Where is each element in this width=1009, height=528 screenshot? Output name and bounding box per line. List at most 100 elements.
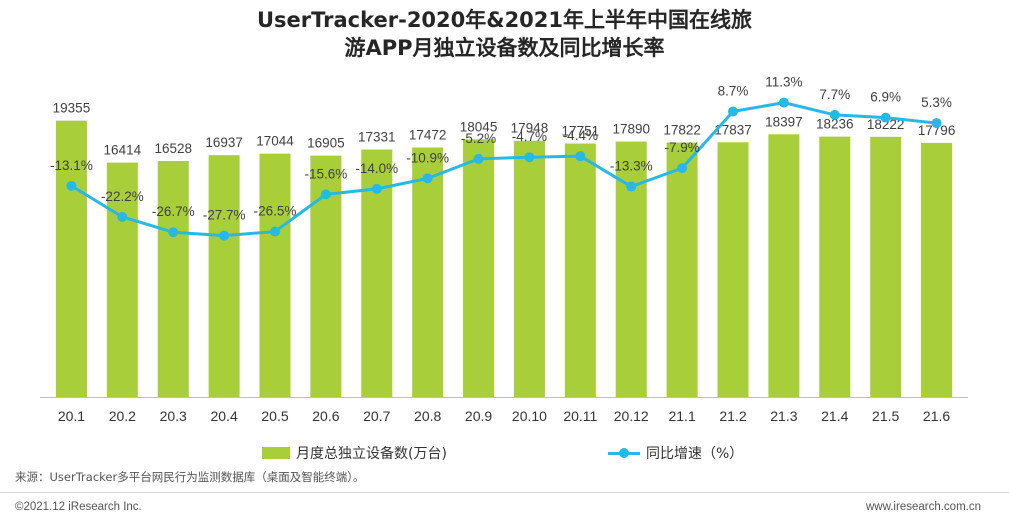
growth-value-label: -26.5% [254, 204, 297, 219]
growth-point-20.5[interactable] [270, 226, 280, 237]
x-tick-label: 20.10 [512, 408, 547, 424]
growth-value-label: -13.1% [50, 158, 93, 173]
x-tick-label: 21.1 [668, 408, 695, 424]
growth-point-20.7[interactable] [371, 183, 382, 194]
growth-point-21.5[interactable] [880, 112, 891, 123]
bar-value-label: 18222 [867, 117, 905, 132]
bar-20.11[interactable] [564, 143, 596, 397]
bar-value-label: 17822 [663, 123, 701, 138]
bar-value-label: 17044 [256, 134, 294, 149]
footer-divider [0, 492, 1009, 493]
growth-point-20.3[interactable] [168, 227, 179, 238]
growth-value-label: 7.7% [819, 87, 850, 102]
bar-value-label: 17837 [714, 122, 752, 137]
bar-21.4[interactable] [819, 136, 851, 398]
growth-value-label: 11.3% [765, 75, 802, 90]
copyright-text: ©2021.12 iResearch Inc. [15, 501, 142, 513]
growth-point-20.11[interactable] [575, 151, 586, 162]
chart-title: UserTracker-2020年&2021年上半年中国在线旅 游APP月独立设… [0, 6, 1009, 62]
growth-value-label: -5.2% [461, 131, 496, 146]
bar-21.6[interactable] [921, 142, 953, 397]
growth-point-20.10[interactable] [524, 152, 535, 163]
x-tick-label: 21.4 [821, 408, 848, 424]
growth-point-21.1[interactable] [677, 163, 688, 174]
growth-point-20.4[interactable] [219, 230, 230, 241]
bar-value-label: 16937 [205, 135, 243, 150]
bar-value-label: 18045 [460, 119, 498, 134]
combo-chart: 19355 16414 16528 16937 17044 16905 17331 17472… [40, 75, 968, 424]
x-tick-label: 20.2 [109, 408, 136, 424]
bar-value-label: 17796 [918, 123, 956, 138]
bar-value-label: 18397 [765, 114, 803, 129]
bar-20.4[interactable] [208, 155, 240, 397]
legend-bar-swatch [262, 447, 290, 459]
x-tick-label: 20.6 [312, 408, 339, 424]
bar-20.8[interactable] [412, 147, 444, 397]
bar-21.1[interactable] [666, 142, 698, 397]
data-source-note: 来源：UserTracker多平台网民行为监测数据库（桌面及智能终端）。 [15, 470, 365, 484]
growth-point-20.8[interactable] [422, 173, 433, 184]
bar-value-label: 17331 [358, 130, 396, 145]
legend-line-label: 同比增速（%） [646, 446, 744, 462]
growth-point-20.1[interactable] [66, 180, 77, 191]
growth-value-label: -10.9% [406, 150, 449, 165]
growth-point-21.6[interactable] [931, 118, 942, 129]
bar-value-label: 16528 [154, 141, 192, 156]
bar-20.10[interactable] [513, 140, 545, 398]
x-tick-label: 21.2 [719, 408, 746, 424]
growth-point-20.6[interactable] [320, 189, 331, 200]
x-tick-label: 20.9 [465, 408, 492, 424]
chart-legend: 月度总独立设备数(万台) 同比增速（%） [0, 443, 1009, 467]
bar-20.2[interactable] [106, 162, 138, 397]
chart-title-line-2: 游APP月独立设备数及同比增长率 [344, 36, 665, 60]
x-tick-label: 20.12 [614, 408, 649, 424]
x-tick-label: 20.8 [414, 408, 441, 424]
growth-point-20.12[interactable] [626, 181, 637, 192]
growth-value-label: -15.6% [304, 166, 347, 181]
x-tick-label: 20.4 [210, 408, 237, 424]
growth-point-21.3[interactable] [778, 97, 789, 108]
bar-value-label: 18236 [816, 117, 854, 132]
x-tick-label: 20.11 [563, 408, 597, 424]
x-tick-label: 21.3 [770, 408, 797, 424]
x-tick-label: 20.1 [58, 408, 85, 424]
bar-value-label: 19355 [53, 101, 91, 116]
legend-item-devices: 月度总独立设备数(万台) [262, 443, 447, 463]
legend-bar-label: 月度总独立设备数(万台) [296, 446, 447, 462]
bar-21.5[interactable] [870, 136, 902, 397]
x-tick-label: 21.5 [872, 408, 899, 424]
bar-20.3[interactable] [157, 160, 189, 397]
bar-value-label: 16905 [307, 136, 345, 151]
growth-value-label: -7.9% [664, 140, 699, 155]
bar-value-label: 17948 [511, 121, 549, 136]
growth-value-label: 8.7% [718, 83, 749, 98]
growth-value-label: -13.3% [610, 159, 653, 174]
growth-value-label: -27.7% [203, 208, 246, 223]
bar-20.9[interactable] [463, 139, 495, 398]
bar-value-label: 17890 [612, 122, 650, 137]
chart-title-line-1: UserTracker-2020年&2021年上半年中国在线旅 [256, 8, 753, 32]
x-tick-label: 20.7 [363, 408, 390, 424]
growth-point-20.2[interactable] [117, 211, 128, 222]
growth-value-label: -4.4% [563, 128, 598, 143]
growth-value-label: -26.7% [152, 204, 195, 219]
bar-21.2[interactable] [717, 142, 749, 397]
bar-21.3[interactable] [768, 134, 800, 397]
growth-point-20.9[interactable] [473, 153, 484, 164]
website-link[interactable]: www.iresearch.com.cn [865, 501, 981, 513]
bar-20.5[interactable] [259, 153, 291, 397]
growth-line [70, 101, 937, 238]
growth-value-label: 5.3% [921, 95, 952, 110]
growth-value-label: -22.2% [101, 189, 144, 204]
bar-20.1[interactable] [55, 120, 87, 397]
bar-value-label: 17751 [562, 124, 600, 139]
x-tick-label: 21.6 [923, 408, 950, 424]
growth-point-21.4[interactable] [829, 109, 840, 120]
x-tick-label: 20.3 [160, 408, 187, 424]
legend-line-swatch [608, 447, 640, 459]
growth-value-label: 6.9% [870, 90, 901, 105]
legend-item-growth: 同比增速（%） [608, 443, 743, 463]
growth-value-label: -14.0% [355, 161, 398, 176]
growth-point-21.2[interactable] [728, 106, 738, 117]
bar-value-label: 16414 [104, 143, 142, 158]
